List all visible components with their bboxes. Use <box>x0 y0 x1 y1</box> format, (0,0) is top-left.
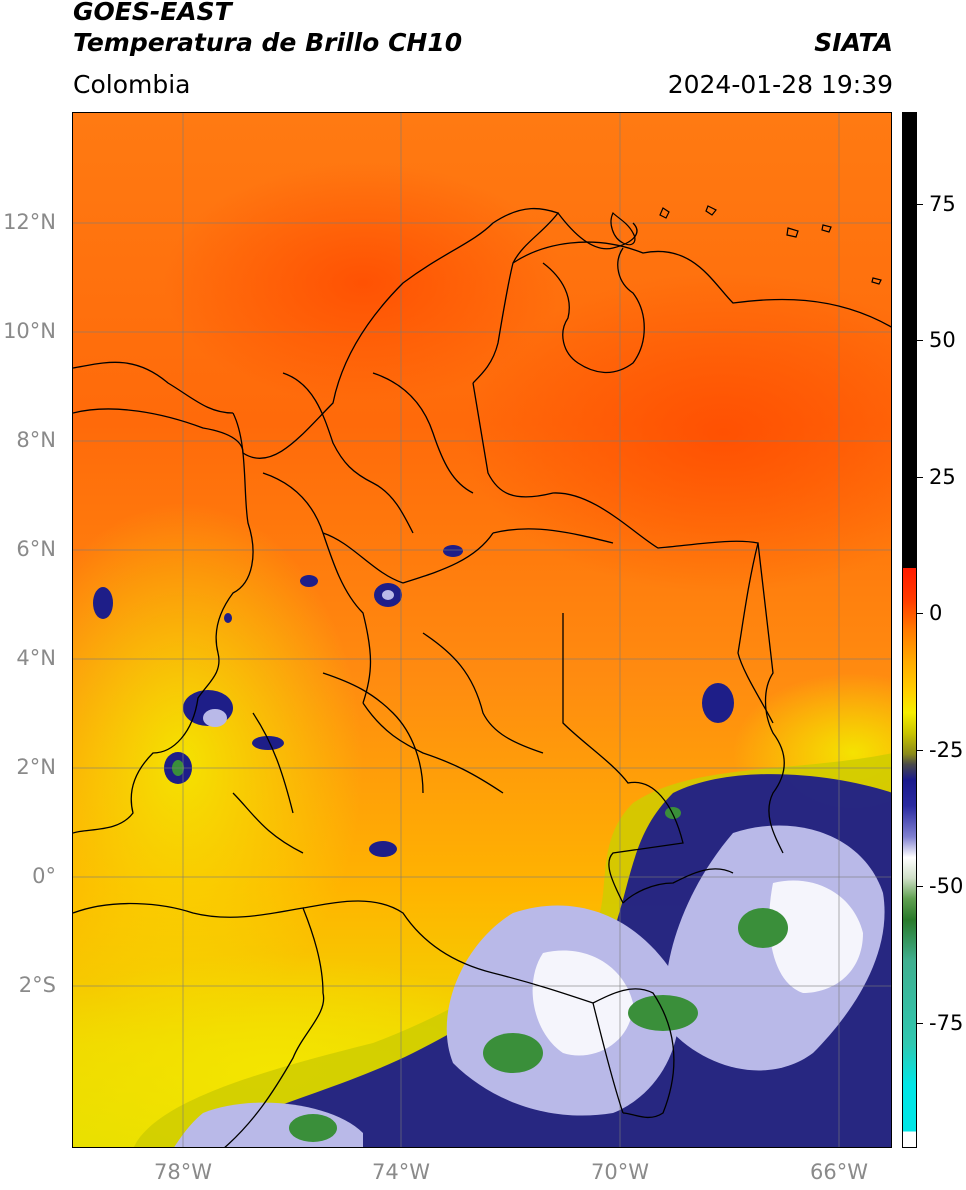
lon-label-78w: 78°W <box>154 1160 212 1184</box>
source-label: SIATA <box>814 28 893 57</box>
coldest-core-east <box>738 908 788 948</box>
lat-label-4n: 4°N <box>16 646 56 670</box>
islands <box>610 205 882 285</box>
hot-area-venezuela <box>463 273 891 593</box>
colorbar <box>902 112 917 1148</box>
lat-label-10n: 10°N <box>3 319 56 343</box>
lat-label-2n: 2°N <box>16 755 56 779</box>
colorbar-label-minus25: -25 <box>929 738 964 762</box>
borders <box>73 207 891 1147</box>
cloud-systems <box>93 545 891 1147</box>
colorbar-label-25: 25 <box>929 465 956 489</box>
colorbar-label-75: 75 <box>929 192 956 216</box>
coldest-core-south <box>628 995 698 1031</box>
lon-label-74w: 74°W <box>372 1160 430 1184</box>
lon-label-70w: 70°W <box>591 1160 649 1184</box>
colorbar-label-minus75: -75 <box>929 1011 964 1035</box>
colorbar-label-minus50: -50 <box>929 874 964 898</box>
lat-label-8n: 8°N <box>16 428 56 452</box>
datetime-label: 2024-01-28 19:39 <box>667 70 893 99</box>
colorbar-label-0: 0 <box>929 601 943 625</box>
coldest-core-amazon <box>289 1114 337 1142</box>
lat-label-12n: 12°N <box>3 210 56 234</box>
colorbar-label-50: 50 <box>929 328 956 352</box>
lat-label-2s: 2°S <box>18 973 56 997</box>
brightness-temperature-map <box>73 113 891 1147</box>
coldest-core-southwest <box>483 1033 543 1073</box>
lat-label-0: 0° <box>32 864 56 888</box>
satellite-title: GOES-EAST <box>73 0 232 26</box>
lat-label-6n: 6°N <box>16 537 56 561</box>
lon-label-66w: 66°W <box>810 1160 868 1184</box>
yellow-area-pacific <box>73 503 363 1023</box>
map-panel[interactable] <box>72 112 892 1148</box>
product-title: Temperatura de Brillo CH10 <box>73 28 463 57</box>
region-label: Colombia <box>73 70 191 99</box>
